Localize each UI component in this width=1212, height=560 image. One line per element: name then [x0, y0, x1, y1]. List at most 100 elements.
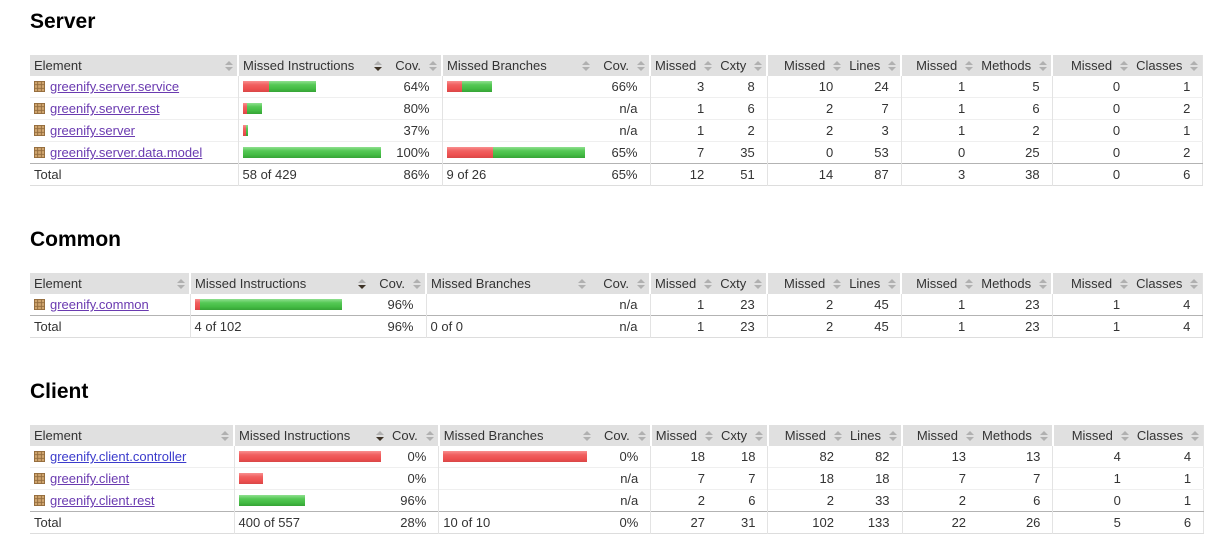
package-icon [34, 299, 45, 310]
column-header-missed-instructions-1[interactable]: Missed Instructions [237, 55, 386, 76]
column-label: Element [34, 276, 82, 291]
metric-value: 1 [1051, 294, 1133, 316]
column-label: Missed Instructions [243, 58, 355, 73]
column-header-classes-12[interactable]: Classes [1132, 425, 1204, 446]
column-header-missed-branches-3[interactable]: Missed Branches [441, 55, 594, 76]
column-header-methods-10[interactable]: Methods [978, 425, 1053, 446]
total-metric-value: 1 [1051, 315, 1133, 338]
coverage-bar-cell [233, 446, 388, 468]
metric-value: 0 [1051, 97, 1133, 120]
header-row: Element Missed Instructions Cov. Missed Bra… [30, 55, 1203, 76]
column-header-missed-9[interactable]: Missed [900, 55, 978, 76]
column-header-element-0[interactable]: Element [30, 55, 238, 76]
package-link[interactable]: greenify.server.service [50, 79, 180, 94]
column-header-missed-7[interactable]: Missed [766, 273, 846, 294]
column-header-methods-10[interactable]: Methods [977, 273, 1053, 294]
column-header-missed-7[interactable]: Missed [766, 425, 846, 446]
total-row: Total 4 of 102 96% 0 of 0 n/a 1 23 2 45 1 23 1 4 [30, 315, 1203, 338]
column-header-cov--4[interactable]: Cov. [594, 425, 651, 446]
column-header-missed-instructions-1[interactable]: Missed Instructions [233, 425, 388, 446]
column-header-missed-11[interactable]: Missed [1051, 273, 1133, 294]
section-title: Client [30, 380, 89, 403]
column-header-cov--2[interactable]: Cov. [388, 425, 439, 446]
column-header-cov--2[interactable]: Cov. [370, 273, 426, 294]
column-header-cov--4[interactable]: Cov. [594, 55, 650, 76]
missed-bar-segment [194, 299, 200, 310]
metric-value: 18 [767, 467, 846, 490]
column-header-missed-instructions-1[interactable]: Missed Instructions [189, 273, 370, 294]
package-row: greenify.common 96% n/a 1 23 2 45 1 23 1 4 [30, 294, 1203, 316]
coverage-bar-cell [441, 76, 594, 98]
coverage-bar [242, 81, 383, 92]
coverage-bar-cell [237, 76, 386, 98]
package-link[interactable]: greenify.server [50, 123, 136, 138]
column-header-cxty-6[interactable]: Cxty [716, 273, 768, 294]
sort-icon [425, 430, 434, 441]
column-header-element-0[interactable]: Element [30, 273, 190, 294]
coverage-bar [443, 495, 591, 506]
metric-value: 2 [766, 119, 846, 142]
column-label: Cxty [720, 428, 747, 443]
column-header-methods-10[interactable]: Methods [977, 55, 1053, 76]
column-header-missed-7[interactable]: Missed [766, 55, 846, 76]
coverage-table-common: Element Missed Instructions Cov. Missed Bra… [30, 273, 1204, 338]
metric-value: 6 [1032, 101, 1040, 116]
column-header-lines-8[interactable]: Lines [845, 425, 903, 446]
column-header-cxty-6[interactable]: Cxty [716, 55, 768, 76]
column-label: Missed [784, 276, 826, 291]
sort-icon [888, 278, 897, 289]
coverage-bar [443, 473, 591, 484]
covered-bar-segment [238, 495, 305, 506]
column-header-missed-branches-3[interactable]: Missed Branches [437, 425, 595, 446]
package-link[interactable]: greenify.client.controller [50, 449, 187, 464]
package-link[interactable]: greenify.server.rest [50, 101, 160, 116]
instruction-coverage-value: 96% [387, 297, 414, 312]
element-cell: greenify.server.data.model [30, 142, 238, 164]
sort-icon [429, 60, 437, 71]
sort-icon [1120, 278, 1129, 289]
column-header-missed-11[interactable]: Missed [1051, 55, 1133, 76]
metric-value: 1 [1052, 467, 1133, 490]
column-label: Cov. [603, 58, 629, 73]
missed-bar-segment [242, 103, 247, 114]
package-icon [34, 125, 45, 136]
package-link[interactable]: greenify.server.data.model [50, 145, 203, 160]
coverage-bar-cell [233, 489, 388, 512]
section-title: Common [30, 228, 121, 251]
package-icon [34, 451, 45, 462]
column-header-cov--4[interactable]: Cov. [590, 273, 650, 294]
coverage-bar-cell [441, 141, 594, 164]
missed-bar-segment [242, 81, 269, 92]
column-header-cov--2[interactable]: Cov. [386, 55, 442, 76]
column-header-missed-11[interactable]: Missed [1051, 425, 1133, 446]
package-link[interactable]: greenify.client.rest [50, 493, 155, 508]
column-header-lines-8[interactable]: Lines [845, 55, 902, 76]
column-header-missed-5[interactable]: Missed [648, 55, 717, 76]
coverage-table-server: Element Missed Instructions Cov. Missed Bra… [30, 55, 1204, 186]
column-header-element-0[interactable]: Element [30, 425, 234, 446]
column-header-classes-12[interactable]: Classes [1132, 55, 1203, 76]
column-header-missed-9[interactable]: Missed [900, 273, 978, 294]
total-metric-value: 0 [1051, 163, 1133, 186]
package-link[interactable]: greenify.common [50, 297, 149, 312]
column-header-missed-branches-3[interactable]: Missed Branches [425, 273, 590, 294]
metric-value: 2 [767, 489, 846, 512]
package-link[interactable]: greenify.client [50, 471, 130, 486]
column-header-missed-5[interactable]: Missed [649, 425, 717, 446]
coverage-bar-cell [438, 446, 595, 468]
sort-icon [582, 430, 591, 441]
column-label: Missed Instructions [195, 276, 307, 291]
metric-value: 2 [1183, 145, 1191, 160]
column-header-missed-5[interactable]: Missed [648, 273, 717, 294]
column-header-cxty-6[interactable]: Cxty [716, 425, 768, 446]
metric-value: 82 [767, 446, 846, 468]
column-header-classes-12[interactable]: Classes [1132, 273, 1203, 294]
total-instructions: 58 of 429 [237, 163, 386, 186]
metric-value: 7 [881, 101, 889, 116]
metric-value: 2 [1032, 123, 1040, 138]
column-header-missed-9[interactable]: Missed [901, 425, 979, 446]
column-label: Cov. [395, 58, 421, 73]
column-header-lines-8[interactable]: Lines [845, 273, 902, 294]
sort-icon [225, 60, 233, 71]
total-metric-value: 27 [650, 511, 717, 534]
